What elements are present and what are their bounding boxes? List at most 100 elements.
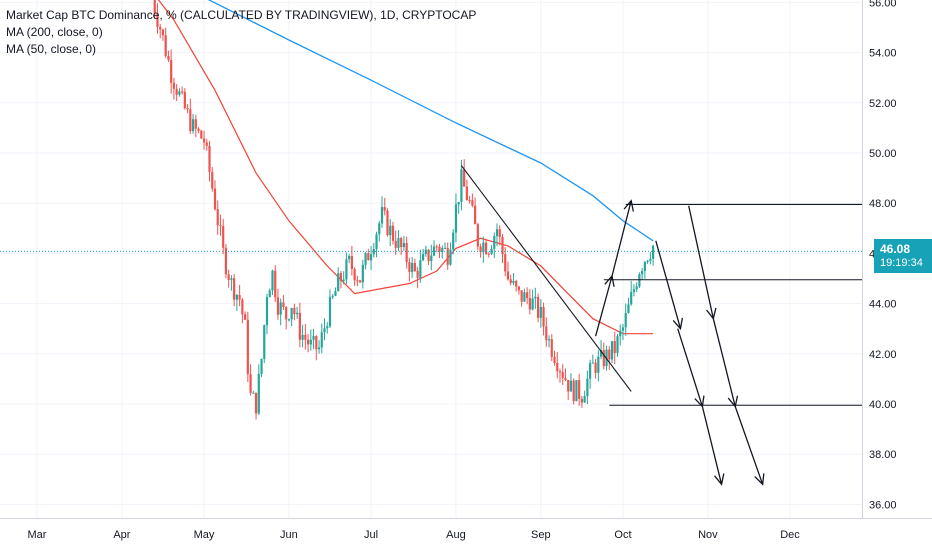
candle-47 (279, 298, 282, 326)
candle-body-91 (400, 238, 403, 248)
candle-body-57 (306, 339, 310, 345)
candle-156 (578, 373, 581, 406)
candle-body-80 (369, 254, 373, 261)
ma50-legend[interactable]: MA (50, close, 0) (6, 42, 97, 56)
candle-97 (416, 266, 419, 289)
candle-body-148 (556, 363, 559, 372)
candle-29 (230, 275, 233, 291)
candle-body-53 (296, 312, 299, 315)
candle-125 (493, 232, 496, 258)
candle-114 (463, 159, 466, 187)
arrow-shaft-5 (688, 205, 714, 319)
candle-body-159 (586, 378, 589, 397)
candle-63 (323, 318, 326, 341)
candle-179 (641, 267, 644, 280)
candle-body-76 (359, 280, 362, 283)
candle-170 (616, 333, 619, 357)
candle-8 (172, 77, 176, 100)
candle-body-3 (159, 26, 162, 30)
candle-body-9 (175, 88, 178, 95)
candle-body-93 (405, 242, 408, 263)
candle-152 (567, 379, 570, 400)
candle-127 (498, 225, 501, 246)
candle-body-78 (364, 253, 367, 265)
candle-38 (254, 392, 258, 420)
candle-body-153 (569, 380, 573, 392)
candle-27 (224, 244, 228, 279)
candle-body-156 (578, 380, 581, 399)
candle-body-147 (553, 356, 556, 364)
candle-body-138 (528, 298, 531, 310)
candle-86 (386, 208, 389, 237)
candle-body-163 (597, 356, 600, 373)
candle-body-129 (504, 254, 507, 272)
y-tick-label-2: 40.00 (869, 399, 897, 411)
candle-body-144 (545, 326, 548, 341)
candle-160 (589, 359, 592, 389)
candle-41 (263, 324, 266, 363)
candle-54 (298, 302, 301, 348)
candle-body-19 (202, 138, 206, 143)
candle-129 (504, 247, 507, 277)
candle-body-82 (375, 234, 378, 249)
candle-73 (350, 245, 353, 276)
candle-body-105 (438, 246, 441, 253)
candle-body-54 (298, 312, 301, 340)
candle-body-56 (304, 335, 307, 340)
candle-body-97 (416, 270, 419, 278)
candle-body-60 (315, 336, 318, 350)
arrow-1 (611, 199, 635, 277)
candle-46 (276, 288, 280, 320)
candle-90 (397, 230, 400, 252)
candle-18 (200, 129, 203, 139)
candle-88 (391, 221, 395, 245)
candle-body-68 (337, 273, 340, 292)
candle-7 (170, 49, 173, 94)
ma200-layer (207, 0, 654, 242)
candle-body-101 (427, 249, 430, 262)
candle-61 (317, 340, 321, 354)
candle-body-40 (260, 358, 263, 374)
candle-body-143 (542, 306, 545, 327)
candle-body-140 (534, 296, 537, 299)
candle-body-86 (386, 210, 389, 236)
arrow-7 (734, 406, 765, 486)
candle-163 (597, 350, 600, 382)
candle-92 (402, 236, 406, 251)
candle-59 (312, 328, 315, 350)
candle-body-71 (345, 259, 348, 280)
candle-body-5 (164, 35, 167, 57)
candle-30 (233, 274, 236, 307)
chart-title[interactable]: Market Cap BTC Dominance, % (CALCULATED … (6, 8, 477, 22)
candle-89 (394, 230, 397, 255)
ma200-line (207, 0, 654, 242)
candle-116 (468, 195, 471, 204)
candle-117 (471, 193, 474, 208)
candle-50 (287, 318, 291, 322)
candle-9 (175, 84, 178, 101)
candle-body-171 (619, 330, 622, 337)
candle-body-55 (301, 335, 304, 340)
candle-5 (164, 27, 167, 58)
candle-71 (345, 252, 348, 284)
candle-body-165 (602, 350, 605, 367)
candle-body-87 (389, 225, 392, 236)
candle-83 (378, 220, 381, 242)
candle-body-155 (575, 380, 578, 402)
candle-body-32 (238, 294, 241, 300)
arrow-3 (677, 328, 705, 408)
candle-176 (632, 284, 636, 297)
candle-body-74 (353, 269, 356, 281)
candle-body-107 (443, 247, 447, 249)
candle-17 (197, 127, 200, 134)
candle-body-70 (342, 279, 345, 282)
candle-body-22 (211, 171, 214, 189)
ma200-legend[interactable]: MA (200, close, 0) (6, 25, 103, 39)
candle-174 (627, 297, 630, 314)
candle-177 (635, 282, 638, 293)
candle-body-49 (285, 307, 288, 320)
arrow-2 (655, 240, 684, 331)
arrow-shaft-6 (712, 318, 736, 407)
candle-body-6 (167, 56, 170, 61)
